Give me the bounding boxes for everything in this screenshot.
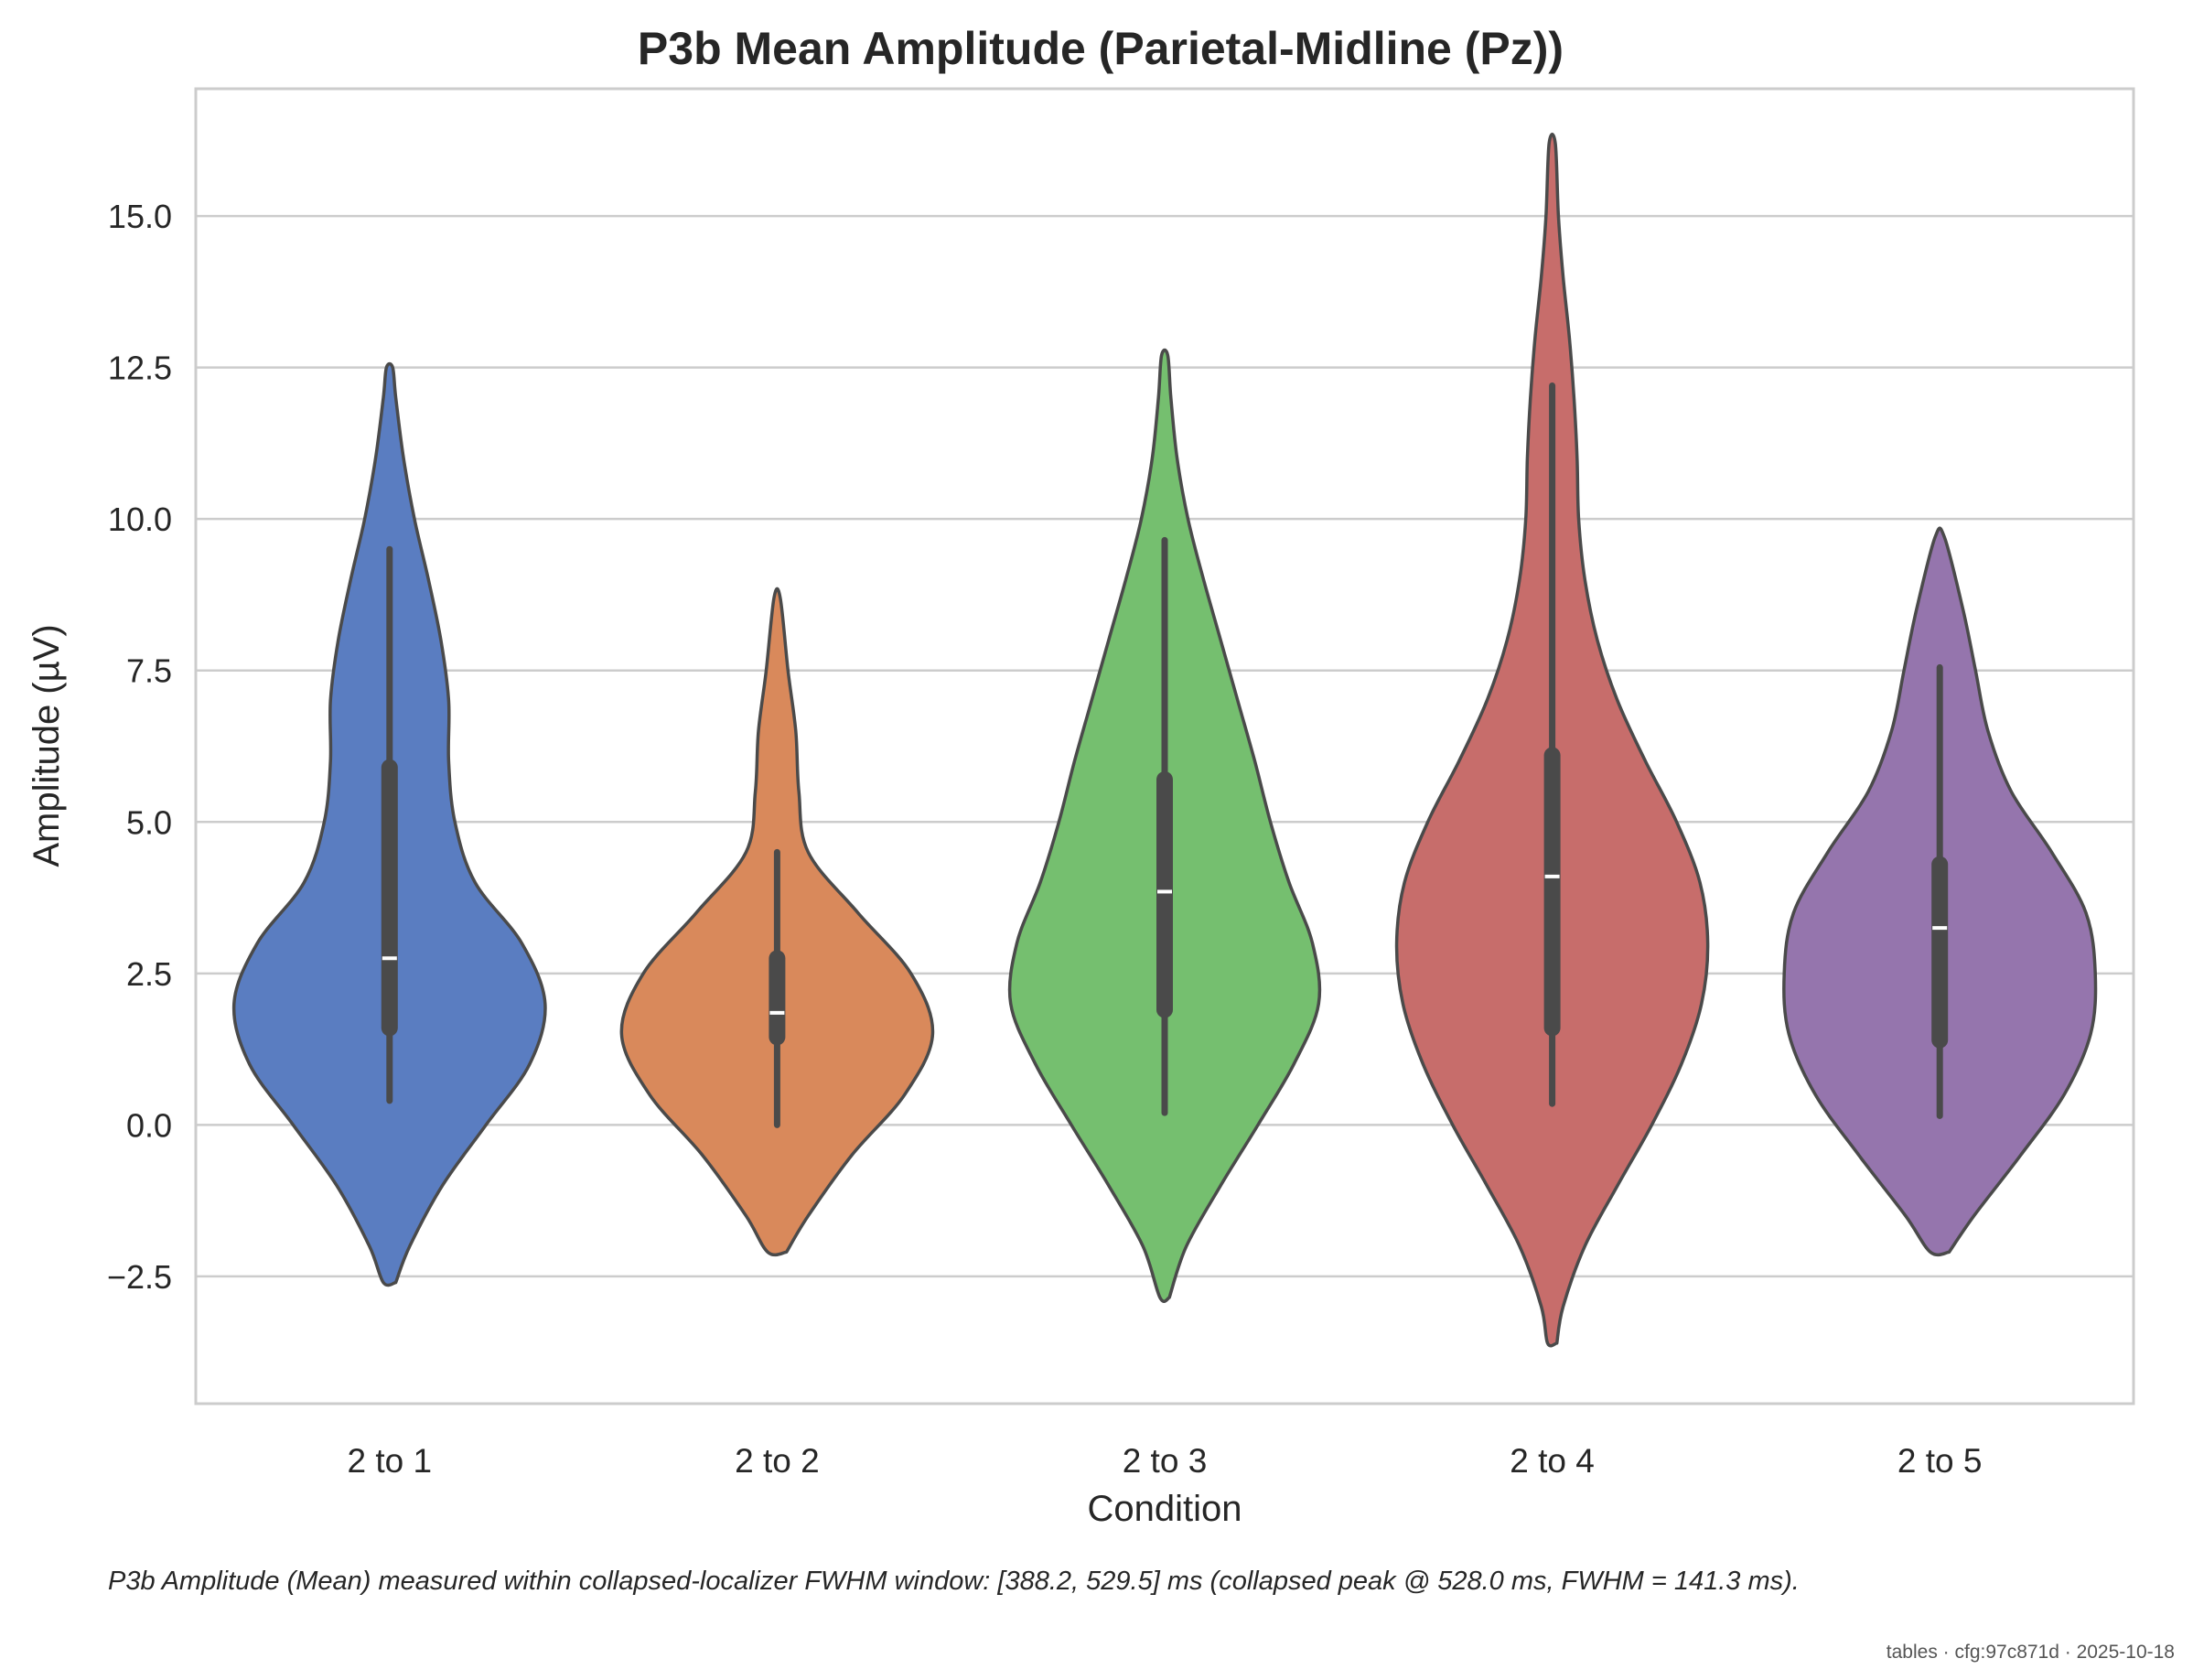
figure-caption: P3b Amplitude (Mean) measured within col…: [108, 1567, 1800, 1596]
x-tick-label: 2 to 2: [735, 1442, 820, 1480]
y-axis-label: Amplitude (µV): [27, 624, 67, 867]
y-tick-label: 7.5: [126, 652, 172, 690]
x-tick-labels: 2 to 1 2 to 2 2 to 3 2 to 4 2 to 5: [348, 1442, 1983, 1480]
plot-frame: [194, 87, 2135, 1405]
y-tick-label: 5.0: [126, 803, 172, 841]
x-tick-label: 2 to 3: [1123, 1442, 1208, 1480]
footer-stamp: tables · cfg:97c871d · 2025-10-18: [1886, 1642, 2175, 1663]
y-tick-label: 10.0: [108, 501, 172, 538]
y-tick-label: 15.0: [108, 198, 172, 235]
x-tick-label: 2 to 5: [1897, 1442, 1983, 1480]
y-tick-labels: −2.5 0.0 2.5 5.0 7.5 10.0 12.5 15.0: [107, 198, 172, 1296]
x-tick-label: 2 to 4: [1510, 1442, 1595, 1480]
chart-title: P3b Mean Amplitude (Parietal-Midline (Pz…: [638, 23, 1564, 74]
x-tick-label: 2 to 1: [348, 1442, 433, 1480]
y-tick-label: 2.5: [126, 955, 172, 993]
y-tick-label: 12.5: [108, 350, 172, 387]
y-tick-label: −2.5: [107, 1258, 172, 1296]
violins: [231, 132, 2098, 1348]
y-tick-label: 0.0: [126, 1106, 172, 1144]
x-axis-label: Condition: [1087, 1489, 1242, 1529]
